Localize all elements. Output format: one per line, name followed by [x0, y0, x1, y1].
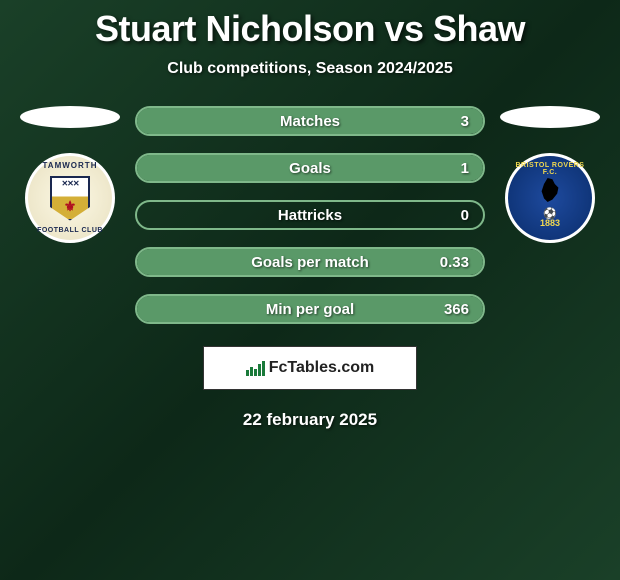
stat-bar: Goals per match 0.33 [135, 247, 485, 277]
stat-value-right: 0 [461, 207, 469, 224]
left-name-pill [20, 106, 120, 128]
stat-bar: Goals 1 [135, 153, 485, 183]
badge-year: 1883 [540, 219, 560, 228]
badge-text-bottom: FOOTBALL CLUB [37, 227, 103, 234]
stat-label: Goals per match [251, 254, 369, 271]
left-player-col: TAMWORTH FOOTBALL CLUB [15, 106, 125, 243]
page-title: Stuart Nicholson vs Shaw [0, 8, 620, 50]
right-player-col: BRISTOL ROVERS F.C. 1883 [495, 106, 605, 243]
stat-value-right: 1 [461, 160, 469, 177]
page-subtitle: Club competitions, Season 2024/2025 [0, 60, 620, 78]
right-name-pill [500, 106, 600, 128]
left-club-badge[interactable]: TAMWORTH FOOTBALL CLUB [25, 153, 115, 243]
stat-label: Matches [280, 113, 340, 130]
stat-value-right: 0.33 [440, 254, 469, 271]
right-club-badge[interactable]: BRISTOL ROVERS F.C. 1883 [505, 153, 595, 243]
stat-label: Goals [289, 160, 331, 177]
stat-bar: Hattricks 0 [135, 200, 485, 230]
stats-column: Matches 3 Goals 1 Hattricks 0 Goals per match 0… [135, 106, 485, 324]
stat-value-right: 3 [461, 113, 469, 130]
shield-icon [50, 176, 90, 221]
stat-bar: Min per goal 366 [135, 294, 485, 324]
stat-bar: Matches 3 [135, 106, 485, 136]
content-row: TAMWORTH FOOTBALL CLUB Matches 3 Goals 1 Hat… [0, 106, 620, 324]
badge-text-top: TAMWORTH [43, 162, 98, 170]
badge-text-top: BRISTOL ROVERS F.C. [508, 162, 592, 176]
brand-footer[interactable]: FcTables.com [203, 346, 417, 390]
stat-label: Min per goal [266, 301, 354, 318]
stat-value-right: 366 [444, 301, 469, 318]
date-line: 22 february 2025 [0, 410, 620, 430]
chart-icon [246, 360, 265, 376]
stat-label: Hattricks [278, 207, 342, 224]
pirate-icon [536, 178, 564, 218]
comparison-card: Stuart Nicholson vs Shaw Club competitio… [0, 0, 620, 430]
brand-label: FcTables.com [269, 359, 375, 377]
